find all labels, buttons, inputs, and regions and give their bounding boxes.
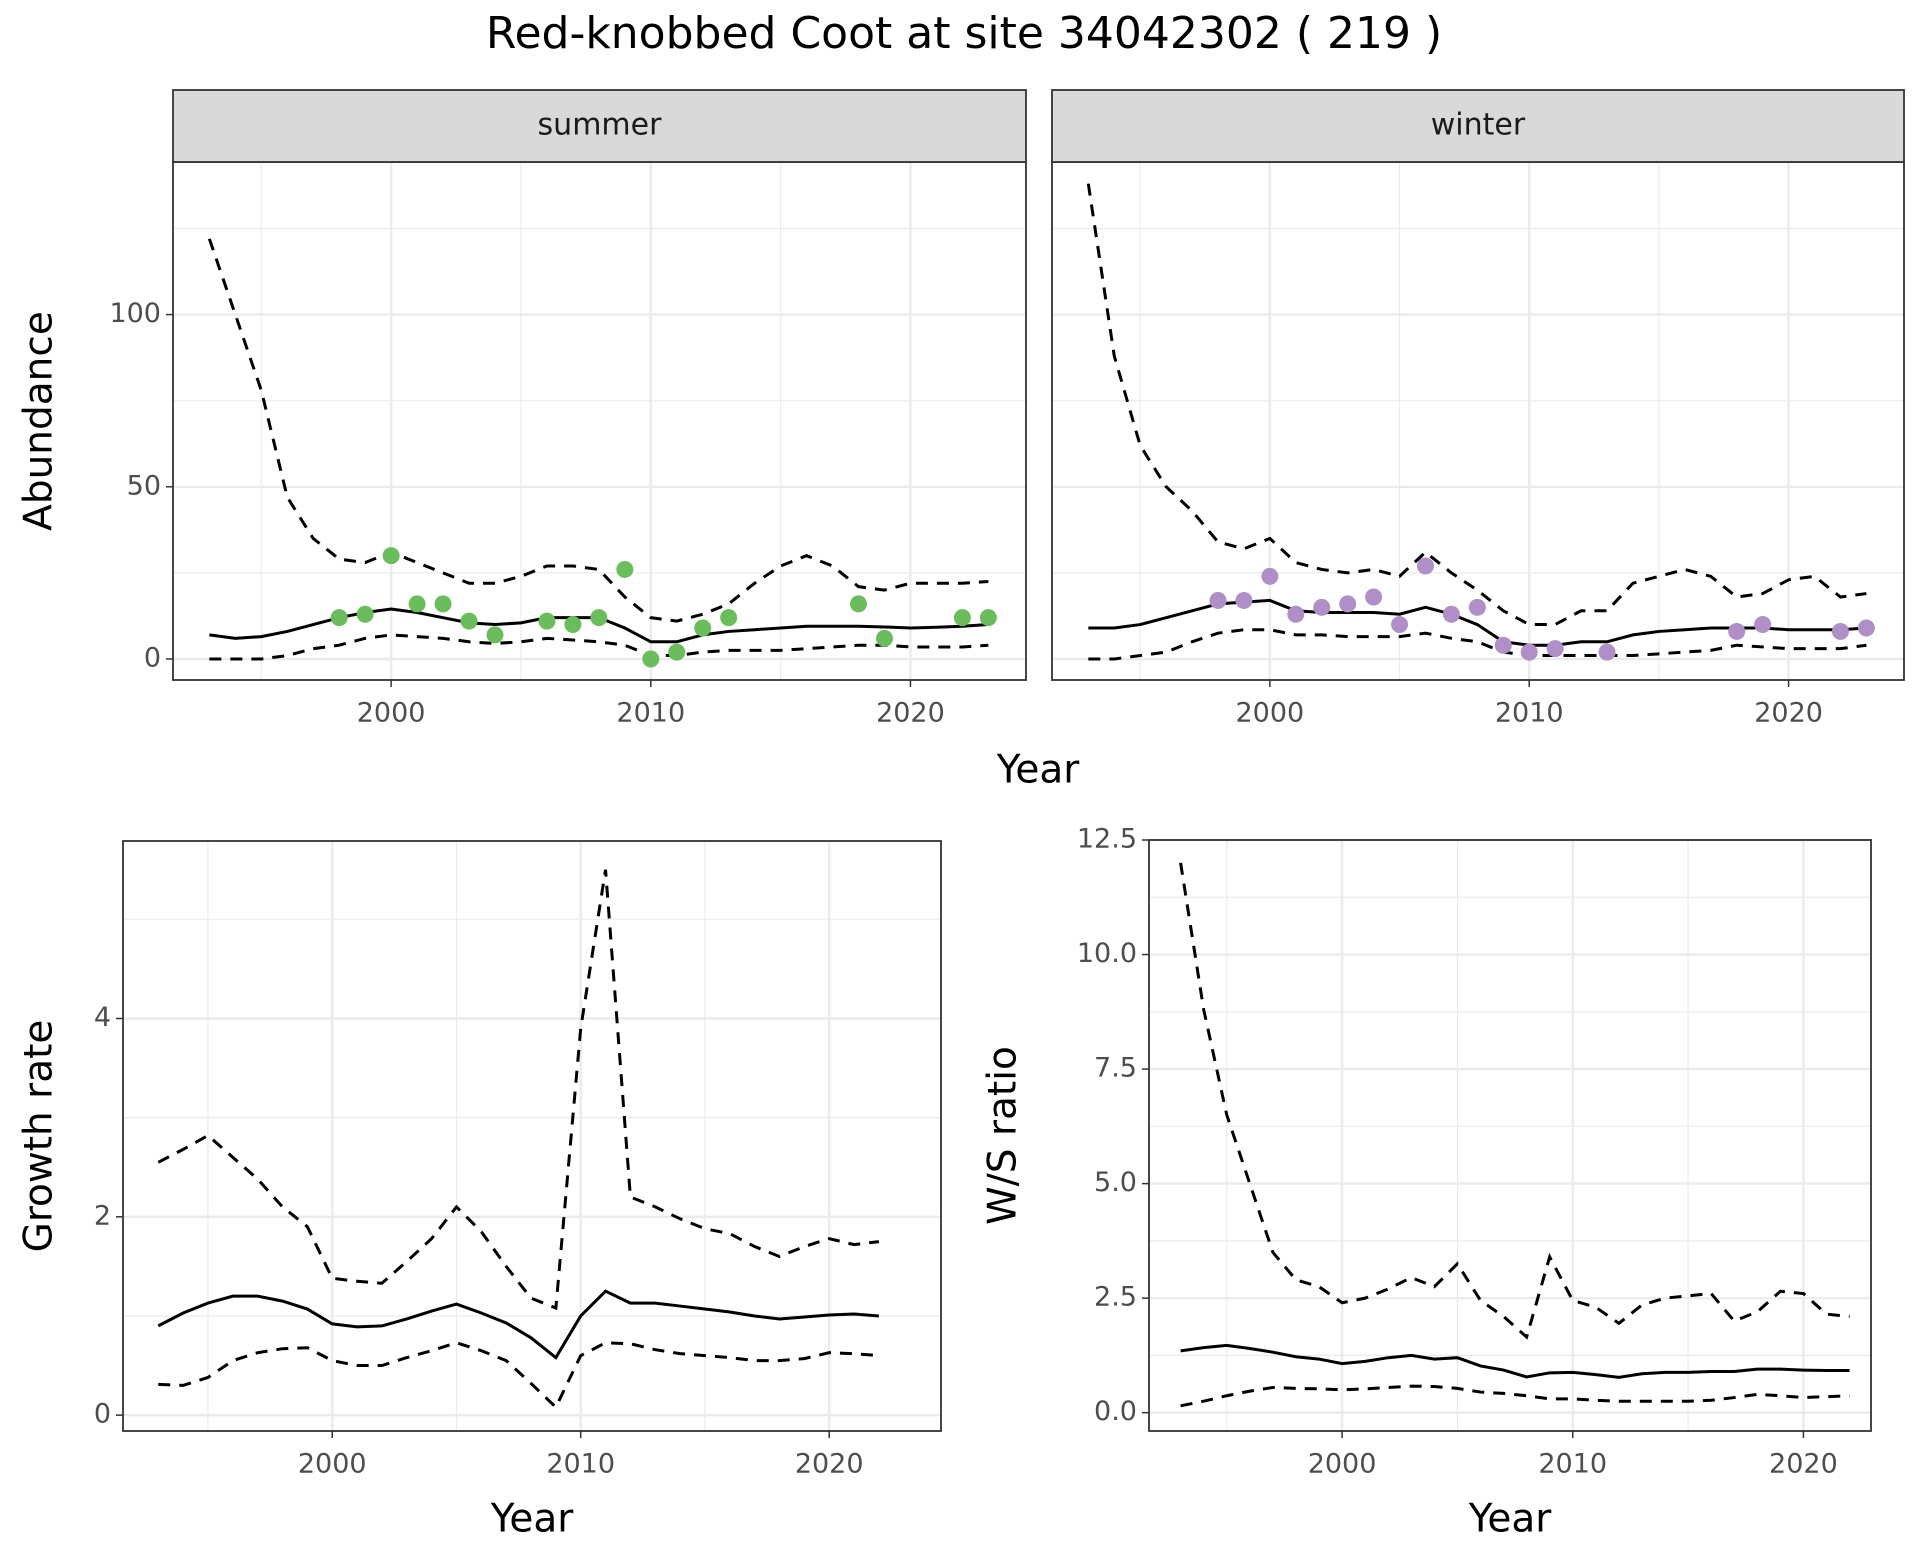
point xyxy=(694,619,712,637)
x-tick-label: 2000 xyxy=(298,1449,367,1480)
x-tick-label: 2000 xyxy=(1236,698,1305,729)
y-axis-title: Abundance xyxy=(17,311,62,531)
point xyxy=(1209,591,1227,609)
x-axis-title: Year xyxy=(490,1497,575,1542)
line xyxy=(157,869,880,1311)
point xyxy=(1339,595,1357,613)
strip xyxy=(172,89,1027,163)
y-tick-label: 100 xyxy=(109,298,161,329)
x-tick-label: 2010 xyxy=(616,698,685,729)
point xyxy=(875,629,893,647)
panel-border xyxy=(122,840,942,1432)
x-axis-title: Year xyxy=(1468,1497,1553,1542)
y-tick-label: 4 xyxy=(94,1002,111,1033)
x-tick-label: 2020 xyxy=(1769,1449,1838,1480)
point xyxy=(330,609,348,627)
point xyxy=(486,626,504,644)
y-tick-label: 2.5 xyxy=(1094,1282,1137,1313)
x-tick-label: 2020 xyxy=(795,1449,864,1480)
y-tick-label: 7.5 xyxy=(1094,1053,1137,1084)
strip-label: summer xyxy=(538,108,663,143)
point xyxy=(979,609,997,627)
point xyxy=(538,612,556,630)
point xyxy=(1520,643,1538,661)
x-tick-label: 2020 xyxy=(876,698,945,729)
line xyxy=(157,1289,879,1360)
point xyxy=(590,609,608,627)
point xyxy=(1442,605,1460,623)
chart-title: Red-knobbed Coot at site 34042302 ( 219 … xyxy=(486,8,1442,59)
point xyxy=(1416,557,1434,575)
panel-background xyxy=(1149,840,1871,1431)
point xyxy=(434,595,452,613)
x-tick-label: 2000 xyxy=(357,698,426,729)
y-tick-label: 50 xyxy=(127,470,161,501)
y-tick-label: 0 xyxy=(144,642,161,673)
point xyxy=(382,547,400,565)
point xyxy=(1754,616,1772,634)
point xyxy=(356,605,374,623)
point xyxy=(1831,622,1849,640)
plot-area xyxy=(1179,862,1850,1408)
plot-area xyxy=(207,238,997,668)
line xyxy=(209,633,989,661)
point xyxy=(1728,622,1746,640)
y-tick-label: 5.0 xyxy=(1094,1167,1137,1198)
x-tick-label: 2010 xyxy=(1538,1449,1607,1480)
point xyxy=(1235,591,1253,609)
point xyxy=(642,650,660,668)
point xyxy=(668,643,686,661)
y-tick-label: 0 xyxy=(94,1399,111,1430)
point xyxy=(1365,588,1383,606)
line xyxy=(1180,1384,1850,1408)
point xyxy=(850,595,868,613)
y-tick-label: 0.0 xyxy=(1094,1396,1137,1427)
line xyxy=(207,238,989,623)
point xyxy=(953,609,971,627)
x-tick-label: 2010 xyxy=(1495,698,1564,729)
line xyxy=(1088,628,1867,661)
x-tick-label: 2010 xyxy=(546,1449,615,1480)
point xyxy=(564,616,582,634)
point xyxy=(1313,598,1331,616)
point xyxy=(1598,643,1616,661)
strip xyxy=(1051,89,1905,163)
point xyxy=(1494,636,1512,654)
point xyxy=(1261,567,1279,585)
strip-label: winter xyxy=(1431,108,1526,143)
plot-area xyxy=(1086,183,1875,661)
point xyxy=(1391,616,1409,634)
panel-border xyxy=(1148,839,1872,1432)
panel-background xyxy=(173,162,1026,680)
point xyxy=(1857,619,1875,637)
point xyxy=(1468,598,1486,616)
point xyxy=(408,595,426,613)
line xyxy=(158,1341,879,1410)
line xyxy=(1180,1343,1850,1379)
y-tick-label: 12.5 xyxy=(1077,824,1137,855)
x-axis-title: Year xyxy=(996,748,1081,793)
y-axis-title: Growth rate xyxy=(17,1020,62,1253)
y-tick-label: 2 xyxy=(94,1200,111,1231)
point xyxy=(1546,640,1564,658)
line xyxy=(1179,862,1850,1340)
x-tick-label: 2000 xyxy=(1308,1449,1377,1480)
plot-area xyxy=(157,869,880,1410)
x-tick-label: 2020 xyxy=(1754,698,1823,729)
panel-background xyxy=(123,841,941,1431)
point xyxy=(616,560,634,578)
point xyxy=(1287,605,1305,623)
y-tick-label: 10.0 xyxy=(1077,938,1137,969)
point xyxy=(720,609,738,627)
y-axis-title: W/S ratio xyxy=(981,1046,1026,1225)
point xyxy=(460,612,478,630)
